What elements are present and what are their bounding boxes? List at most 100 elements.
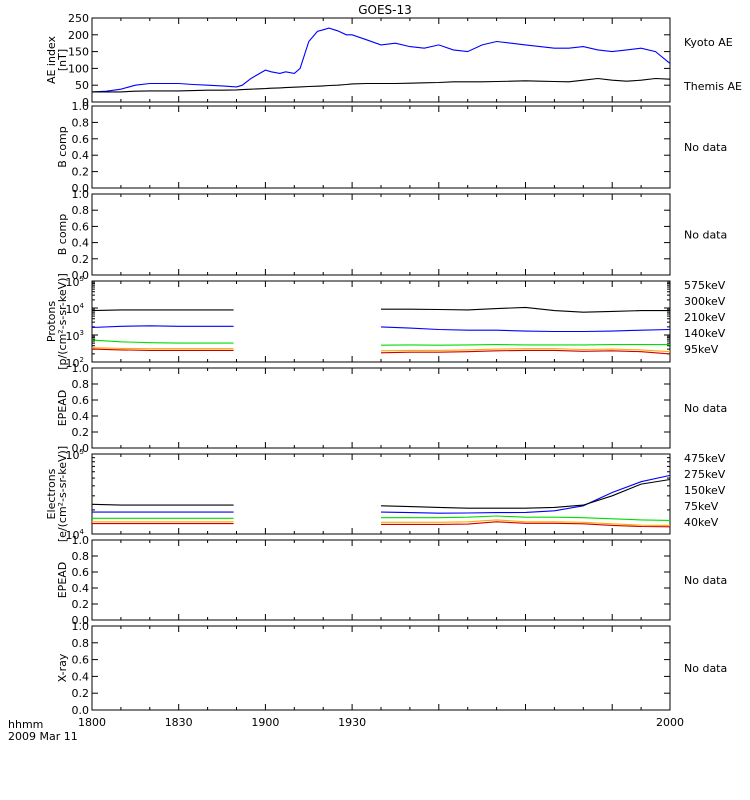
ytick-label: 105	[66, 275, 84, 289]
y-axis-label: X-ray	[56, 653, 69, 682]
ytick-label: 1.0	[72, 362, 90, 375]
ytick-label: 105	[66, 448, 84, 462]
ytick-label: 103	[66, 329, 84, 343]
ytick-label: 0.0	[72, 182, 90, 195]
series-line-40kev	[380, 478, 671, 509]
y-axis-label: B comp	[56, 214, 69, 256]
ytick-label: 0.4	[72, 237, 90, 250]
y-axis-label: Protons	[45, 301, 58, 342]
panel-epead2: 0.0 0.2 0.4 0.6 0.8 1.0 EPEAD No data	[56, 534, 727, 627]
series-line-210kev	[380, 344, 670, 346]
legend-entry: 140keV	[684, 327, 726, 340]
ytick-label: 1.0	[72, 620, 90, 633]
y-axis-label: [nT]	[56, 49, 69, 71]
ytick-label: 250	[68, 12, 89, 25]
legend-entry: Themis AE	[683, 80, 742, 93]
legend-entry: 40keV	[684, 516, 719, 529]
ytick-label: 102	[66, 356, 84, 370]
y-axis-label: Electrons	[45, 468, 58, 519]
y-axis-label: AE index	[45, 35, 58, 84]
series-line-40kev	[91, 503, 234, 506]
legend-entry: Kyoto AE	[684, 36, 733, 49]
ytick-label: 0.8	[72, 637, 90, 650]
ytick-label: 0.0	[72, 704, 90, 717]
xtick-label: 2000	[656, 716, 684, 729]
no-data-label: No data	[684, 141, 727, 154]
panel-frame	[91, 625, 671, 711]
series-line-140kev	[91, 325, 234, 329]
time-unit-label: hhmm	[8, 718, 43, 731]
ytick-label: 0.4	[72, 149, 90, 162]
xtick-label: 1830	[165, 716, 193, 729]
series-line-kyoto-ae	[91, 27, 671, 93]
no-data-label: No data	[684, 662, 727, 675]
time-axis-labels: 1800 1830 1900 1930 2000	[78, 716, 684, 729]
series-line-95kev	[381, 306, 670, 313]
ytick-label: 0.2	[72, 166, 90, 179]
y-axis-label: EPEAD	[56, 562, 69, 599]
series-line-475kev	[381, 521, 671, 528]
panel-bcomp1: 0.0 0.2 0.4 0.6 0.8 1.0B comp No data	[56, 100, 727, 195]
y-axis-label: [p/(cm²-s-sr-keV)]	[56, 273, 69, 370]
series-line-75kev	[380, 474, 671, 514]
series-line-575kev	[91, 348, 234, 351]
y-axis-label: EPEAD	[56, 390, 69, 427]
panel-ae: 0 50 100 150 200 250 AE index[nT] Kyoto AE Themi…	[45, 12, 742, 109]
ytick-label: 0	[82, 96, 89, 109]
no-data-label: No data	[684, 402, 727, 415]
legend-entry: 575keV	[684, 279, 726, 292]
ytick-label: 0.6	[72, 566, 90, 579]
y-axis-label: B comp	[56, 126, 69, 168]
panel-frame	[91, 193, 671, 276]
legend-entry: 150keV	[684, 484, 726, 497]
ytick-label: 0.2	[72, 426, 90, 439]
ytick-label: 100	[68, 62, 89, 75]
panel-frame	[91, 367, 671, 449]
ytick-label: 0.0	[72, 614, 90, 627]
panel-epead1: 0.0 0.2 0.4 0.6 0.8 1.0 EPEAD No data	[56, 362, 727, 455]
ytick-label: 1.0	[72, 534, 90, 547]
series-line-210kev	[91, 339, 234, 344]
ytick-label: 1.0	[72, 188, 90, 201]
panel-frame	[91, 105, 671, 189]
ytick-label: 0.6	[72, 654, 90, 667]
ytick-label: 0.6	[72, 394, 90, 407]
ytick-label: 0.4	[72, 670, 90, 683]
ytick-label: 0.6	[72, 220, 90, 233]
series-line-95kev	[91, 309, 234, 312]
ytick-label: 0.8	[72, 550, 90, 563]
panels: 0 50 100 150 200 250 AE index[nT] Kyoto AE Themi…	[45, 12, 742, 717]
xtick-label: 1930	[338, 716, 366, 729]
ytick-label: 0.2	[72, 598, 90, 611]
ytick-label: 0.4	[72, 410, 90, 423]
series-line-575kev	[380, 349, 671, 355]
ytick-label: 0.0	[72, 269, 90, 282]
ytick-label: 0.0	[72, 442, 90, 455]
ytick-label: 0.2	[72, 687, 90, 700]
no-data-label: No data	[684, 229, 727, 242]
ytick-label: 0.8	[72, 204, 90, 217]
date-label: 2009 Mar 11	[8, 730, 78, 743]
legend-entry: 475keV	[684, 452, 726, 465]
ytick-label: 0.6	[72, 133, 90, 146]
legend-entry: 275keV	[684, 468, 726, 481]
xtick-label: 1800	[78, 716, 106, 729]
no-data-label: No data	[684, 574, 727, 587]
ytick-label: 0.8	[72, 116, 90, 129]
ytick-label: 200	[68, 29, 89, 42]
ytick-label: 0.4	[72, 582, 90, 595]
panel-frame	[91, 17, 671, 103]
ytick-label: 0.2	[72, 253, 90, 266]
figure-title: GOES-13	[358, 3, 412, 17]
ytick-label: 1.0	[72, 100, 90, 113]
xtick-label: 1900	[251, 716, 279, 729]
panel-frame	[91, 539, 671, 621]
series-line-275kev	[381, 519, 671, 526]
ytick-label: 0.8	[72, 378, 90, 391]
series-line-themis-ae	[92, 77, 671, 93]
legend-entry: 95keV	[684, 343, 719, 356]
legend-entry: 75keV	[684, 500, 719, 513]
